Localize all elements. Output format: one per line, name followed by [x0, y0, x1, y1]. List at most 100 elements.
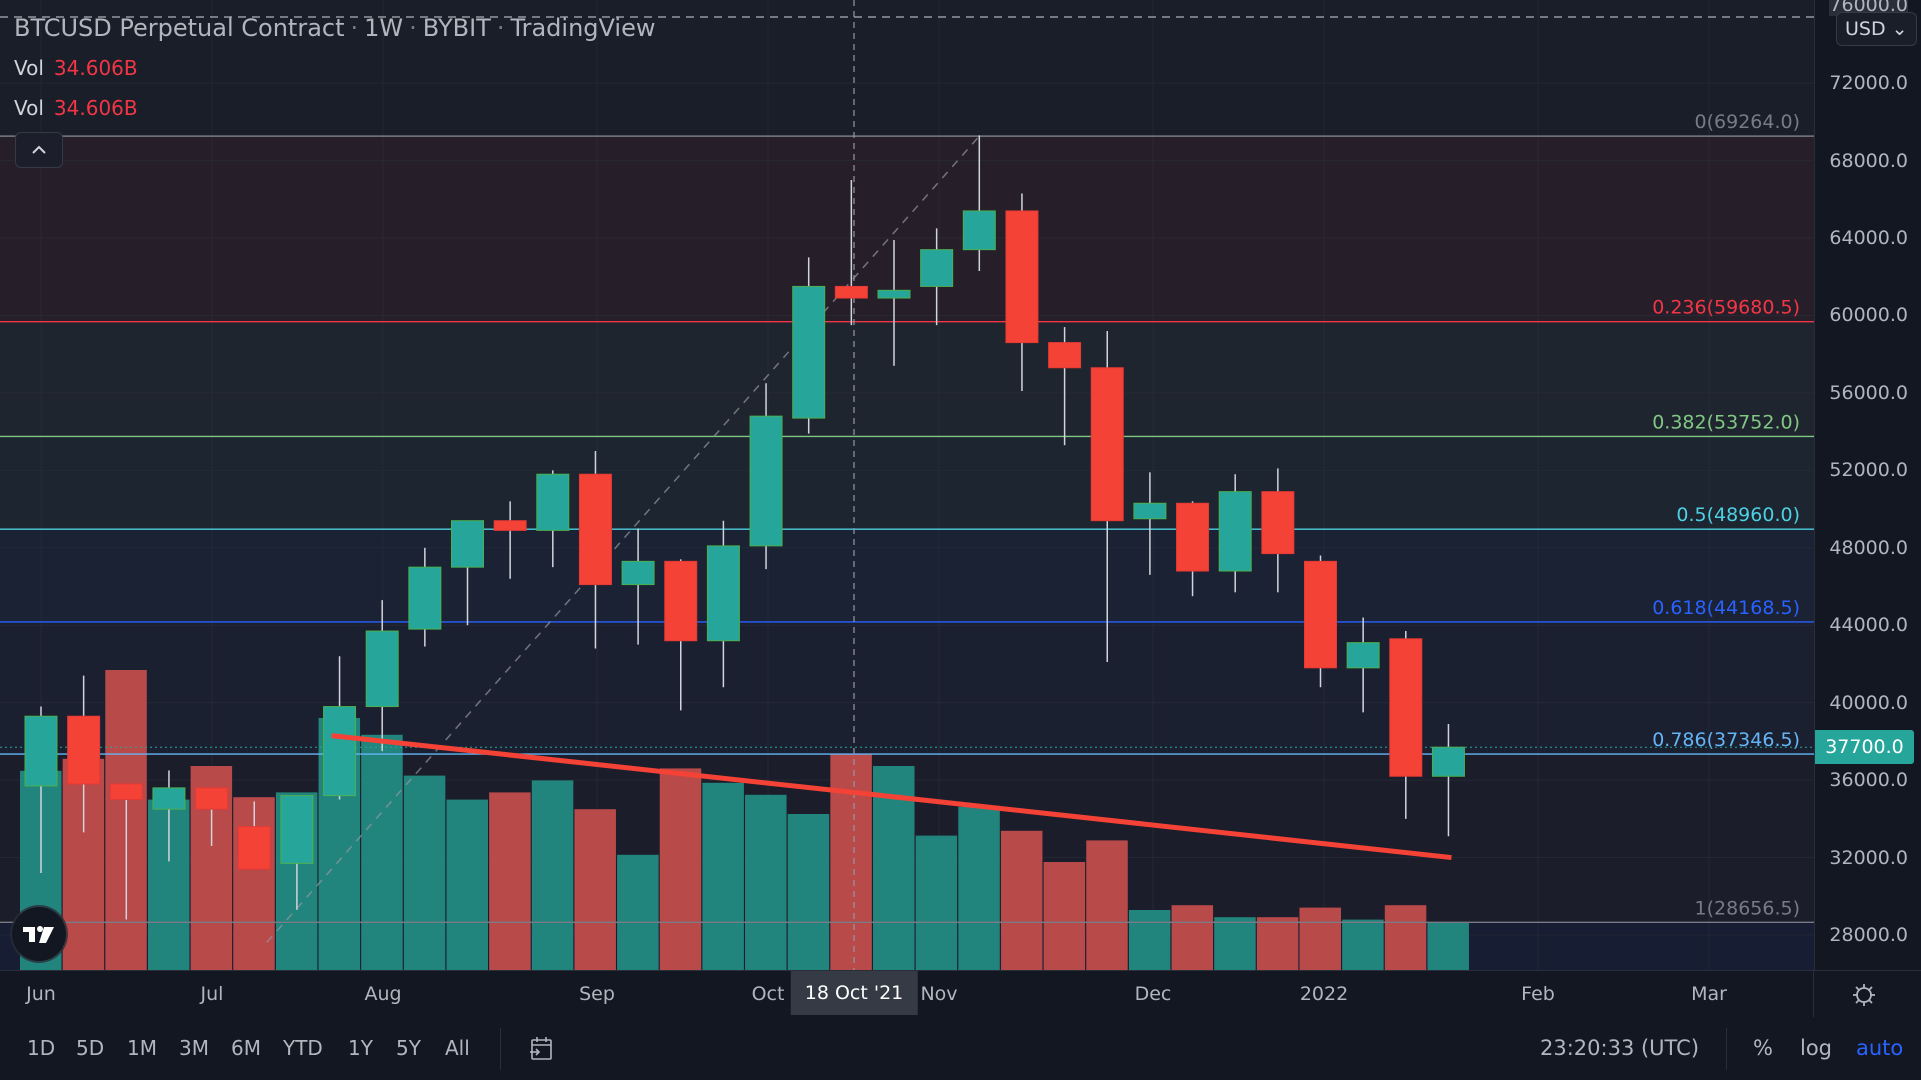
auto-scale-button[interactable]: auto [1856, 1036, 1904, 1060]
symbol-legend[interactable]: BTCUSD Perpetual Contract · 1W · BYBIT · Tradi… [14, 14, 655, 42]
log-scale-button[interactable]: log [1800, 1036, 1833, 1060]
range-1d-button[interactable]: 1D [27, 1036, 56, 1060]
volume-value: 34.606B [53, 96, 138, 120]
collapse-legend-button[interactable] [15, 132, 63, 168]
price-tick-label: 64000.0 [1829, 227, 1908, 250]
fib-label: 0.5(48960.0) [1676, 504, 1800, 526]
volume-bar [1128, 910, 1171, 970]
percent-scale-button[interactable]: % [1753, 1036, 1773, 1060]
fib-zone [0, 529, 1814, 622]
candle [792, 257, 826, 434]
candle [536, 470, 570, 568]
range-ytd-button[interactable]: YTD [283, 1036, 323, 1060]
range-5d-button[interactable]: 5D [76, 1036, 105, 1060]
price-tick-label: 52000.0 [1829, 459, 1908, 482]
fib-label: 0.786(37346.5) [1652, 729, 1800, 751]
range-all-button[interactable]: All [445, 1036, 470, 1060]
utc-clock[interactable]: 23:20:33 (UTC) [1540, 1036, 1700, 1060]
chevron-up-icon [32, 145, 46, 154]
candle [621, 528, 655, 645]
separator: · [496, 14, 505, 42]
range-6m-button[interactable]: 6M [231, 1036, 261, 1060]
range-1m-button[interactable]: 1M [127, 1036, 157, 1060]
fib-label: 1(28656.5) [1695, 897, 1800, 919]
volume-bar [787, 814, 830, 970]
time-tick-label: 2022 [1299, 983, 1349, 1005]
volume-bar [1043, 862, 1086, 970]
volume-bar [1384, 905, 1427, 970]
currency-label: USD [1845, 18, 1886, 40]
price-tick-label: 36000.0 [1829, 769, 1908, 792]
candle [323, 656, 357, 800]
volume-bar [617, 854, 659, 970]
range-3m-button[interactable]: 3M [179, 1036, 209, 1060]
axis-divider [1813, 971, 1814, 1017]
volume-bar [1000, 830, 1043, 970]
candle [1090, 330, 1124, 663]
volume-bar [489, 792, 531, 970]
candle [195, 787, 229, 846]
volume-bar [1342, 919, 1384, 970]
price-tick-label: 56000.0 [1829, 381, 1908, 404]
candle [706, 520, 740, 688]
volume-bar [361, 734, 403, 970]
price-tick-label: 44000.0 [1829, 614, 1908, 637]
volume-bar [1171, 905, 1214, 970]
candle [280, 795, 314, 910]
chart-settings-icon[interactable] [1850, 981, 1878, 1009]
volume-bar [915, 835, 958, 970]
fib-zone [0, 321, 1814, 437]
fib-label: 0.618(44168.5) [1652, 597, 1800, 619]
current-price-badge: 37700.0 [1815, 730, 1914, 765]
price-tick-label: 48000.0 [1829, 536, 1908, 559]
separator: · [350, 14, 359, 42]
symbol-name: BTCUSD Perpetual Contract [14, 14, 345, 42]
candle [237, 801, 271, 870]
fib-label: 0.236(59680.5) [1652, 297, 1800, 319]
separator: · [409, 14, 417, 42]
fib-zone [0, 436, 1814, 530]
tradingview-logo[interactable] [12, 907, 66, 961]
candle [1218, 474, 1252, 593]
candle [834, 179, 868, 326]
range-1y-button[interactable]: 1Y [348, 1036, 373, 1060]
time-tick-label: Jul [200, 983, 224, 1005]
price-tick-label: 60000.0 [1829, 304, 1908, 327]
time-tick-label: Dec [1134, 983, 1172, 1005]
candle [1261, 468, 1295, 593]
candle [1389, 631, 1423, 819]
candle [877, 239, 911, 366]
candle [365, 600, 399, 752]
volume-label: Vol [14, 96, 44, 120]
toolbar-divider [1726, 1028, 1727, 1070]
candle [109, 783, 143, 920]
price-axis[interactable]: 72000.0 68000.0 64000.0 60000.0 56000.0 52000… [1814, 0, 1921, 970]
volume-bar [446, 799, 488, 970]
volume-legend-2[interactable]: Vol 34.606B [14, 96, 138, 120]
price-tick-label: 32000.0 [1829, 846, 1908, 869]
volume-bar [659, 768, 702, 970]
volume-bar [1427, 922, 1469, 970]
candle [451, 520, 484, 626]
volume-bar [745, 794, 787, 970]
candle [1431, 723, 1465, 837]
chart-pane[interactable]: 0(69264.0) 0.236(59680.5) 0.382(53752.0) 0.… [0, 0, 1814, 970]
range-5y-button[interactable]: 5Y [396, 1036, 421, 1060]
time-tick-label: Sep [579, 983, 615, 1005]
candle [67, 675, 101, 833]
candle [1005, 193, 1039, 391]
currency-dropdown[interactable]: USD ⌄ [1836, 12, 1917, 46]
candle [578, 451, 612, 649]
candle [920, 228, 954, 326]
interval: 1W [364, 14, 404, 42]
time-axis[interactable]: Jun Jul Aug Sep Oct Nov Dec 2022 Feb Mar 18 Oct '… [0, 970, 1921, 1019]
trendline [331, 733, 1452, 861]
candle [664, 559, 698, 711]
volume-legend-1[interactable]: Vol 34.606B [14, 56, 138, 80]
volume-bar [1086, 840, 1128, 970]
candle [962, 135, 996, 271]
price-tick-label: 72000.0 [1829, 72, 1908, 95]
go-to-date-icon[interactable] [527, 1034, 557, 1064]
volume-value: 34.606B [53, 56, 138, 80]
candlestick-chart[interactable]: 0(69264.0) 0.236(59680.5) 0.382(53752.0) 0.… [0, 0, 1814, 970]
